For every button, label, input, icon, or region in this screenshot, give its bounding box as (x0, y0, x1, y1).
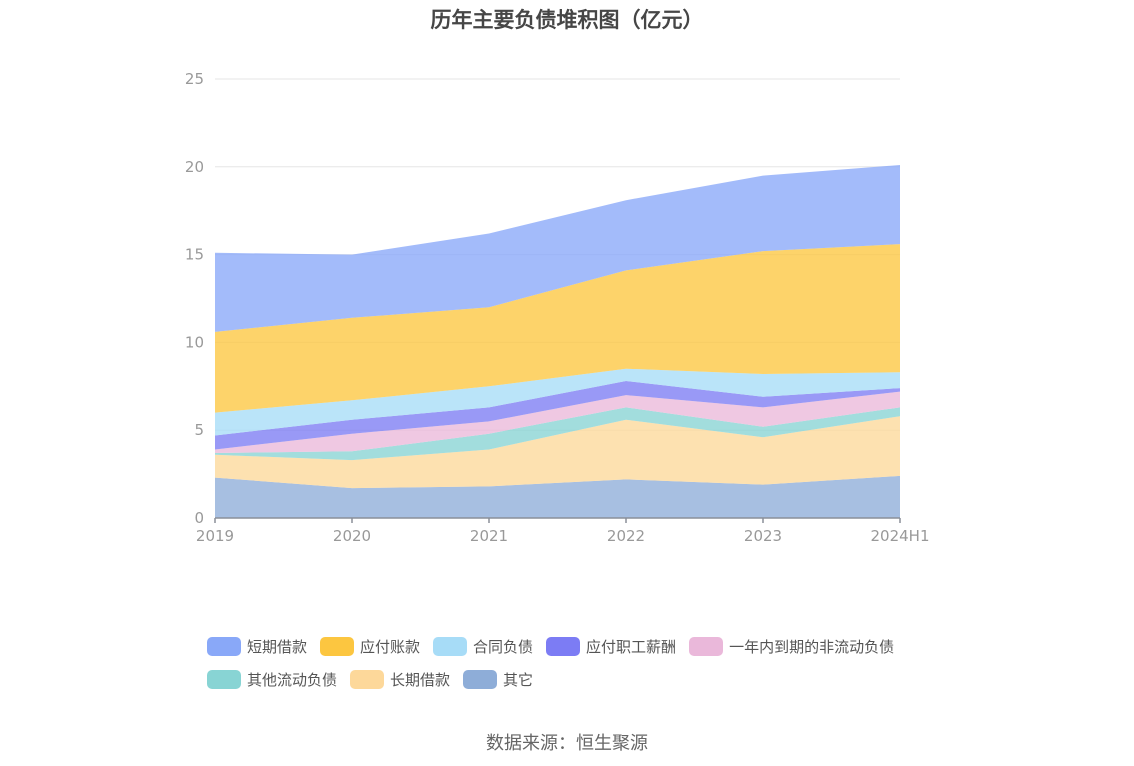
legend-swatch (207, 670, 241, 689)
legend-item[interactable]: 其他流动负债 (207, 669, 337, 690)
legend-swatch (350, 670, 385, 689)
legend-label: 一年内到期的非流动负债 (729, 638, 895, 656)
x-tick-label: 2021 (470, 527, 508, 545)
legend-label: 短期借款 (247, 638, 308, 656)
area-series-其他流动负债 (215, 407, 900, 461)
legend-swatch (463, 670, 498, 689)
legend-item[interactable]: 短期借款 (207, 636, 307, 657)
legend-item[interactable]: 一年内到期的非流动负债 (689, 636, 894, 657)
area-series-应付职工薪酬 (215, 381, 900, 450)
chart-title: 历年主要负债堆积图（亿元） (430, 8, 704, 32)
y-tick-label: 20 (185, 158, 204, 176)
legend-swatch (546, 637, 581, 656)
legend-row: 短期借款 应付账款 合同负债 应付职工薪酬 一年内到期的非流动负债 (207, 630, 967, 663)
legend-label: 应付职工薪酬 (586, 638, 677, 656)
legend-label: 应付账款 (360, 638, 421, 656)
axes: 0 5 10 15 20 25 2019 2020 2021 2022 2023 2024H1 (185, 70, 930, 545)
source-note: 数据来源：恒生聚源 (486, 733, 648, 754)
x-tick-label: 2023 (744, 527, 782, 545)
legend-item[interactable]: 应付账款 (320, 636, 420, 657)
y-tick-label: 25 (185, 70, 204, 88)
area-series-应付账款 (215, 244, 900, 413)
x-tick-label: 2024H1 (871, 527, 930, 545)
legend-item[interactable]: 合同负债 (433, 636, 533, 657)
x-tick-label: 2022 (607, 527, 645, 545)
legend-swatch (320, 637, 355, 656)
y-tick-label: 5 (194, 421, 204, 439)
legend: 短期借款 应付账款 合同负债 应付职工薪酬 一年内到期的非流动负债 其他流动负债 长期借款… (207, 630, 967, 696)
legend-item[interactable]: 应付职工薪酬 (546, 636, 676, 657)
legend-row: 其他流动负债 长期借款 其它 (207, 663, 967, 696)
legend-item[interactable]: 长期借款 (350, 669, 450, 690)
x-tick-label: 2019 (196, 527, 234, 545)
legend-label: 合同负债 (473, 638, 534, 656)
area-series-合同负债 (215, 368, 900, 436)
legend-label: 长期借款 (390, 671, 451, 689)
legend-swatch (433, 637, 468, 656)
area-series-短期借款 (215, 165, 900, 332)
x-tick-label: 2020 (333, 527, 371, 545)
legend-label: 其它 (503, 671, 534, 689)
legend-swatch (207, 637, 241, 656)
area-series-长期借款 (215, 416, 900, 489)
y-tick-label: 15 (185, 246, 204, 264)
area-series-其它 (215, 475, 900, 518)
stacked-area-chart: 0 5 10 15 20 25 2019 2020 2021 2022 2023 2024H1 (185, 70, 930, 545)
area-series (215, 165, 900, 518)
area-series-一年内到期的非流动负债 (215, 391, 900, 453)
legend-swatch (689, 637, 724, 656)
y-tick-label: 10 (185, 333, 204, 351)
legend-label: 其他流动负债 (247, 671, 338, 689)
legend-item[interactable]: 其它 (463, 669, 533, 690)
y-tick-label: 0 (194, 509, 204, 527)
